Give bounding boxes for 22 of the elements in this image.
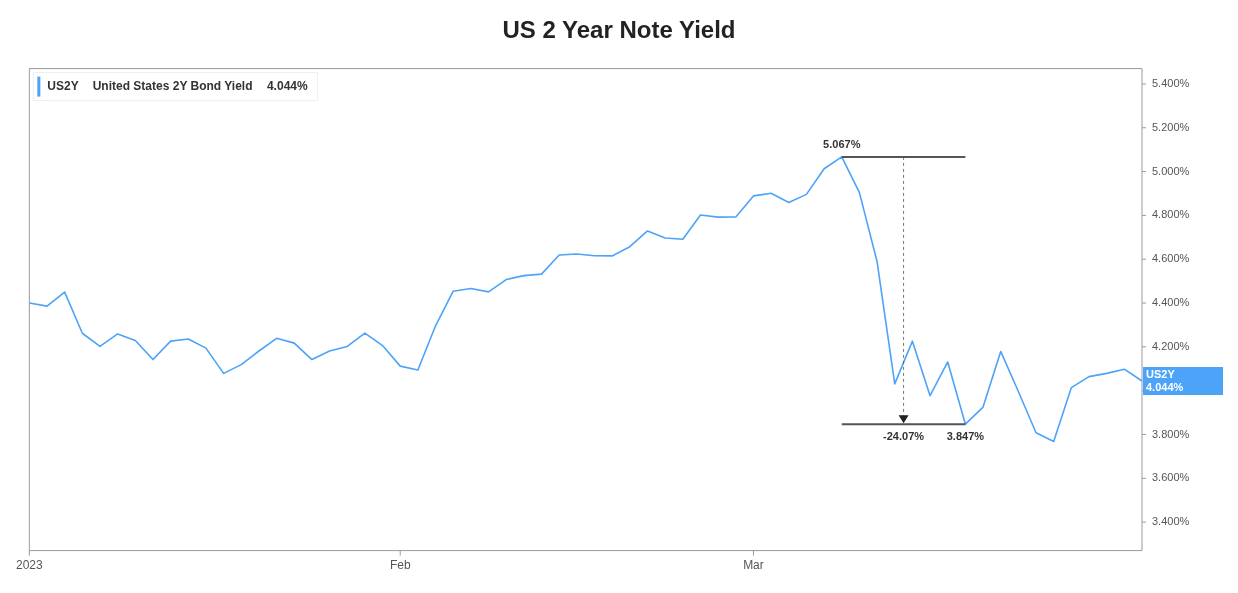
legend-title: United States 2Y Bond Yield	[92, 78, 253, 93]
y-tick-label: 4.400%	[1152, 296, 1190, 309]
x-tick-label: Feb	[389, 558, 411, 573]
data-label: 4.044%	[1146, 381, 1184, 394]
text: US2Y	[1146, 368, 1175, 381]
annotation: 5.067%	[823, 137, 861, 150]
y-tick-label: 4.800%	[1152, 208, 1190, 221]
annotation: 3.847%	[946, 430, 985, 443]
y-tick-label: 5.000%	[1152, 164, 1190, 177]
text: 4.044%	[266, 78, 308, 93]
y-tick-label: 5.400%	[1152, 76, 1190, 89]
y-tick-label: 3.800%	[1152, 427, 1190, 440]
y-tick-label: 5.200%	[1152, 120, 1190, 133]
x-tick-label: Mar	[743, 558, 764, 573]
y-tick-label: 4.200%	[1152, 339, 1190, 352]
legend-label: US2Y	[47, 78, 79, 93]
chart-title: US 2 Year Note Yield	[501, 15, 737, 45]
annotation: -24.07%	[883, 430, 925, 443]
y-tick-label: 4.600%	[1152, 252, 1190, 265]
x-tick-label: 2023	[16, 558, 44, 573]
y-tick-label: 3.600%	[1152, 471, 1190, 484]
y-tick-label: 3.400%	[1152, 515, 1190, 528]
